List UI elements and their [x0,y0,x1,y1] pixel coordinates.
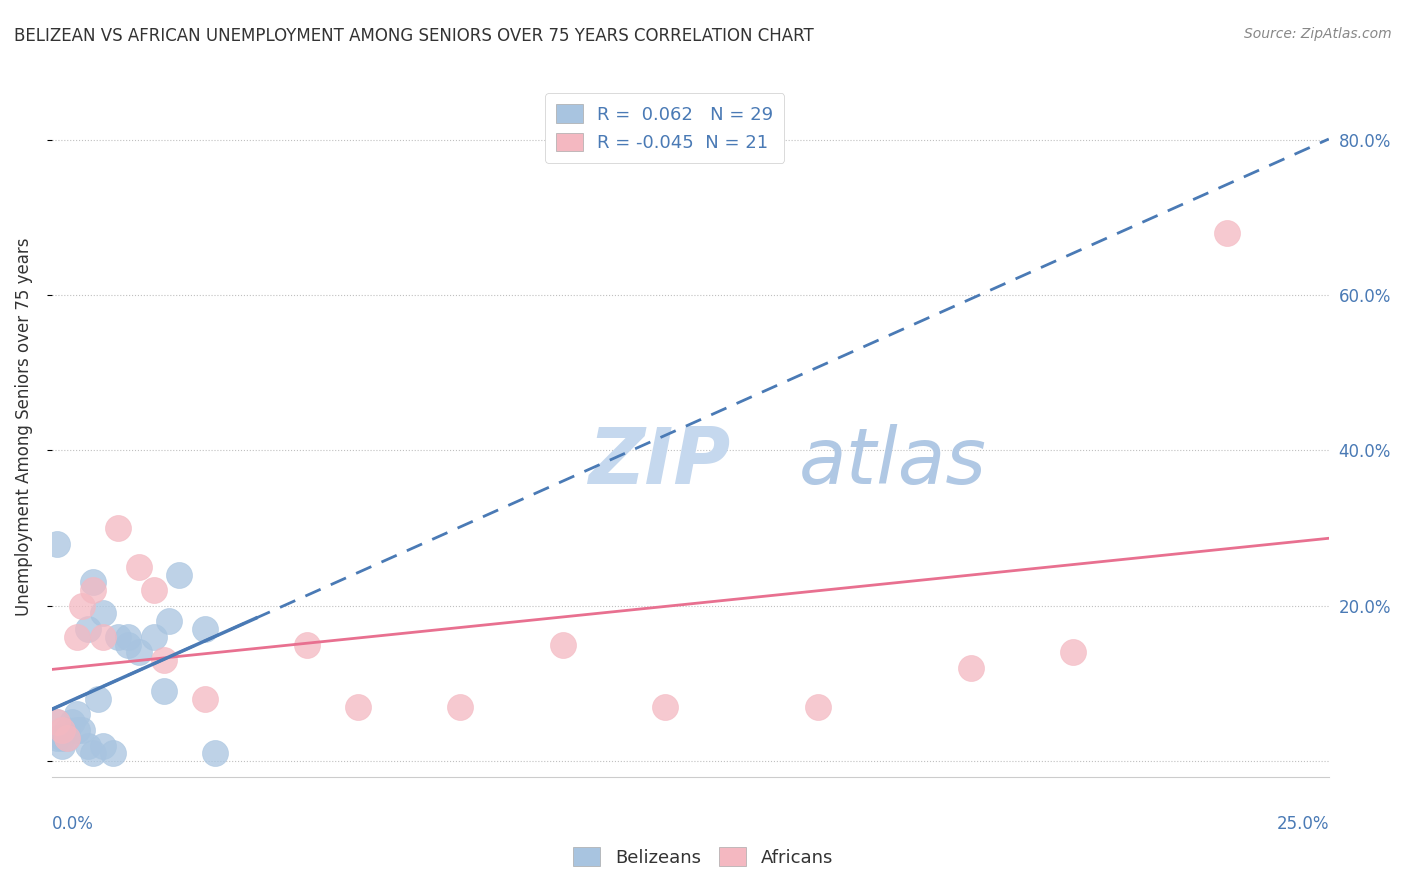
Point [128,560,150,574]
Point [66,630,89,644]
Text: ZIP: ZIP [588,424,730,500]
Point [117,638,139,652]
Point [82,747,104,761]
Point [72,723,94,737]
Point [128,645,150,659]
Point [654,699,676,714]
Point [107,521,129,535]
Point [1215,226,1237,240]
Point [91,607,114,621]
Point [91,630,114,644]
Point [142,630,165,644]
Point [449,699,471,714]
Point [82,583,104,598]
Point [107,630,129,644]
Point [157,614,180,628]
Point [56,723,79,737]
Point [76,622,98,636]
Point [142,583,165,598]
Point [72,599,94,613]
Text: Source: ZipAtlas.com: Source: ZipAtlas.com [1244,27,1392,41]
Text: BELIZEAN VS AFRICAN UNEMPLOYMENT AMONG SENIORS OVER 75 YEARS CORRELATION CHART: BELIZEAN VS AFRICAN UNEMPLOYMENT AMONG S… [14,27,814,45]
Text: 0.0%: 0.0% [52,815,94,833]
Point [169,567,191,582]
Legend: R =  0.062   N = 29, R = -0.045  N = 21: R = 0.062 N = 29, R = -0.045 N = 21 [546,94,785,163]
Point [56,731,79,745]
Point [45,715,67,730]
Point [45,731,67,745]
Point [51,739,73,753]
Point [194,692,217,706]
Point [295,638,318,652]
Point [66,723,89,737]
Text: atlas: atlas [799,424,987,500]
Point [56,731,79,745]
Point [347,699,370,714]
Point [960,661,983,675]
Point [66,707,89,722]
Point [51,731,73,745]
Point [45,536,67,550]
Point [153,653,176,667]
Point [117,630,139,644]
Point [1062,645,1084,659]
Legend: Belizeans, Africans: Belizeans, Africans [567,840,839,874]
Point [51,723,73,737]
Point [91,739,114,753]
Y-axis label: Unemployment Among Seniors over 75 years: Unemployment Among Seniors over 75 years [15,238,32,616]
Text: 25.0%: 25.0% [1277,815,1329,833]
Point [204,747,226,761]
Point [45,715,67,730]
Point [60,715,83,730]
Point [153,684,176,698]
Point [551,638,574,652]
Point [194,622,217,636]
Point [87,692,110,706]
Point [76,739,98,753]
Point [101,747,124,761]
Point [82,575,104,590]
Point [807,699,830,714]
